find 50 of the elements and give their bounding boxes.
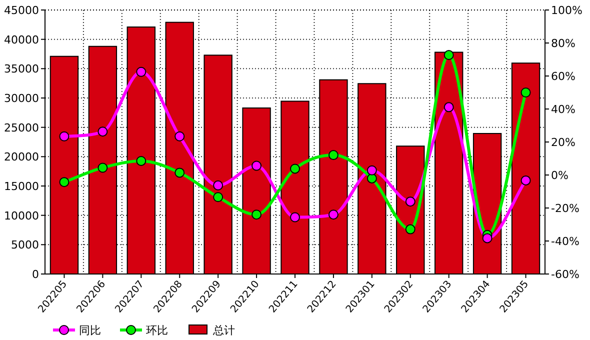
point [444,50,454,60]
y2-tick-label: 60% [551,70,576,83]
legend-label: 环比 [146,324,168,337]
y2-tick-label: 80% [551,37,576,50]
point [98,162,108,173]
y2-tick-label: -40% [551,235,580,248]
y-tick-label: 20000 [4,150,39,164]
point [174,168,185,178]
y-tick-label: 15000 [4,180,39,193]
legend-label: 同比 [79,324,101,337]
y-tick-label: 45000 [4,4,39,17]
point [290,212,300,222]
y-tick-label: 0 [32,268,39,281]
point [328,150,338,160]
point [213,180,224,190]
legend-label: 总计 [212,324,235,337]
point [252,160,262,171]
y-tick-label: 25000 [4,121,39,134]
point [444,102,454,112]
y2-tick-label: -60% [551,268,580,281]
point [328,210,338,220]
point [520,88,531,98]
point [136,156,146,166]
point [174,131,185,142]
point [98,126,108,137]
y-tick-label: 30000 [4,92,39,105]
point [366,165,377,176]
point [59,131,70,142]
legend-环比: 环比 [120,324,168,337]
point [405,224,416,234]
point [136,66,146,77]
y2-tick-label: 20% [551,136,576,149]
point [482,233,492,244]
y-tick-label: 10000 [4,209,39,222]
point [252,210,262,220]
point [405,196,416,207]
y2-tick-label: 40% [551,103,576,116]
point [520,175,531,186]
y-tick-label: 35000 [4,62,39,76]
legend-总计: 总计 [188,324,235,337]
point [213,192,224,202]
point [59,177,70,188]
y2-tick-label: 0% [551,169,568,182]
y-tick-label: 5000 [11,238,39,252]
y2-tick-label: -20% [551,202,580,215]
legend-同比: 同比 [53,324,101,337]
y-tick-label: 40000 [4,33,39,46]
point [366,173,377,184]
y2-tick-label: 100% [551,4,582,17]
point [290,164,300,174]
